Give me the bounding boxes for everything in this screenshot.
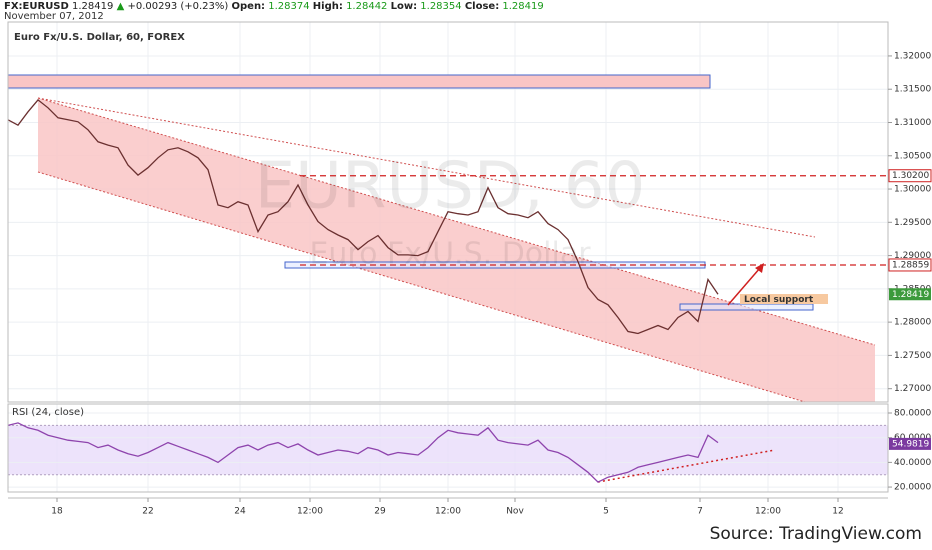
- header-item: 1.28354: [420, 1, 461, 12]
- channel-edge: [37, 97, 876, 346]
- header: FX:EURUSD 1.28419 ▲ +0.00293 (+0.23%) Op…: [4, 1, 544, 12]
- y-tick-label: 1.32000: [894, 51, 931, 61]
- header-date: November 07, 2012: [4, 11, 104, 22]
- channel: [38, 98, 875, 402]
- trend-line: [37, 97, 816, 238]
- x-tick-label: 12:00: [755, 507, 781, 517]
- x-tick-label: 18: [51, 507, 63, 517]
- x-tick-label: 22: [142, 507, 153, 517]
- arrow: [727, 267, 761, 306]
- level-tag: [888, 169, 932, 183]
- grid: [8, 22, 888, 492]
- annotation-box: [740, 294, 828, 304]
- header-item: 1.28374: [268, 1, 309, 12]
- level-label: 1.28859: [892, 260, 929, 270]
- rsi-frame: [7, 403, 889, 493]
- header-item: Close:: [465, 1, 499, 12]
- y-tick-label: 1.31500: [894, 85, 931, 95]
- header-item: ▲: [117, 1, 125, 12]
- x-tick-label: 12: [832, 507, 843, 517]
- level-tag: [888, 258, 932, 272]
- rsi-band: [8, 425, 888, 475]
- header-item: High:: [313, 1, 343, 12]
- plot: [7, 98, 719, 483]
- last-tag: [889, 288, 931, 301]
- annotation: Local support: [744, 295, 814, 305]
- header-item: 1.28419: [502, 1, 543, 12]
- x-tick-label: 24: [234, 507, 246, 517]
- x-tick-label: Nov: [506, 507, 524, 517]
- x-tick-label: 29: [374, 507, 386, 517]
- y-tick-label: 1.28000: [894, 318, 931, 328]
- header-item: 1.28442: [346, 1, 387, 12]
- y-tick-label: 1.30500: [894, 151, 931, 161]
- price-frame: [7, 21, 889, 403]
- y-tick-label: 20.0000: [894, 483, 931, 493]
- series-line: [7, 422, 719, 483]
- watermark: EURUSD, 60: [255, 150, 646, 224]
- x-tick-label: 5: [603, 507, 609, 517]
- last-label: 54.9819: [892, 439, 929, 449]
- y-tick-label: 1.27500: [894, 351, 931, 361]
- x-tick-label: 7: [697, 507, 703, 517]
- x-tick-label: 12:00: [435, 507, 461, 517]
- rsi-title: RSI (24, close): [12, 407, 84, 418]
- x-tick-label: 12:00: [297, 507, 323, 517]
- header-item: +0.00293 (+0.23%): [127, 1, 228, 12]
- y-tick-label: 1.29000: [894, 251, 931, 261]
- last-label: 1.28419: [892, 290, 929, 300]
- level-label: 1.30200: [892, 171, 929, 181]
- series-line: [7, 98, 719, 335]
- header-item: Low:: [391, 1, 417, 12]
- y-tick-label: 80.0000: [894, 409, 931, 419]
- y-tick-label: 1.27000: [894, 384, 931, 394]
- source: Source: TradingView.com: [710, 524, 922, 544]
- chart-title: Euro Fx/U.S. Dollar, 60, FOREX: [14, 32, 185, 43]
- y-tick-label: 1.29500: [894, 218, 931, 228]
- header-item: 1.28419: [72, 1, 113, 12]
- header-item: Open:: [232, 1, 266, 12]
- header-item: FX:EURUSD: [4, 1, 69, 12]
- y-tick-label: 1.31000: [894, 118, 931, 128]
- last-tag: [889, 437, 931, 450]
- watermark-sub: Euro Fx/U.S. Dollar: [309, 237, 591, 272]
- channel-edge: [37, 171, 806, 403]
- y-tick-label: 1.30000: [894, 185, 931, 195]
- zone: [7, 74, 711, 89]
- y-tick-label: 40.0000: [894, 458, 931, 468]
